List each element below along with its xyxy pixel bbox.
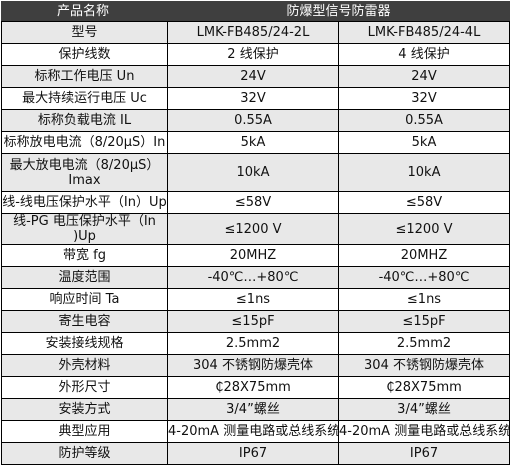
value-cell-2l: 10kA <box>167 153 339 192</box>
value-cell-2l: 32V <box>167 87 339 110</box>
param-cell: 型号 <box>1 21 168 44</box>
value-cell-2l: 20MHZ <box>167 244 339 267</box>
value-cell-4l: ₵28X75mm <box>337 376 510 399</box>
table-row: 温度范围 -40℃…+80℃ -40℃…+80℃ <box>1 266 510 289</box>
value-cell-2l: ≤58V <box>167 191 339 214</box>
value-cell-4l: 20MHZ <box>337 244 510 267</box>
table-row: 线-PG 电压保护水平（In )Up ≤1200 V ≤1200 V <box>1 213 510 245</box>
table-row: 标称放电电流（8/20μS）In 5kA 5kA <box>1 131 510 154</box>
param-cell: 温度范围 <box>1 266 168 289</box>
param-cell: 最大放电电流（8/20μS）Imax <box>1 153 168 192</box>
param-cell: 防护等级 <box>1 442 168 465</box>
value-cell-2l: ₵28X75mm <box>167 376 339 399</box>
param-cell: 典型应用 <box>1 420 168 443</box>
table-row: 保护线数 2 线保护 4 线保护 <box>1 43 510 66</box>
value-cell-4l: 4 线保护 <box>337 43 510 66</box>
value-cell-2l: LMK-FB485/24-2L <box>167 21 339 44</box>
value-cell-4l: 304 不锈钢防爆壳体 <box>337 354 510 377</box>
table-row: 线-线电压保护水平（In）Up ≤58V ≤58V <box>1 191 510 214</box>
param-cell: 最大持续运行电压 Uc <box>1 87 168 110</box>
table-row: 外壳材料 304 不锈钢防爆壳体 304 不锈钢防爆壳体 <box>1 354 510 377</box>
value-cell-4l: 4-20mA 测量电路或总线系统 <box>337 420 510 443</box>
table-row: 标称负载电流 IL 0.55A 0.55A <box>1 109 510 132</box>
value-cell-4l: 5kA <box>337 131 510 154</box>
table-row: 防护等级 IP67 IP67 <box>1 442 510 465</box>
value-cell-2l: -40℃…+80℃ <box>167 266 339 289</box>
param-cell: 寄生电容 <box>1 310 168 333</box>
table-row: 典型应用 4-20mA 测量电路或总线系统 4-20mA 测量电路或总线系统 <box>1 420 510 443</box>
value-cell-2l: 2 线保护 <box>167 43 339 66</box>
table-row: 标称工作电压 Un 24V 24V <box>1 65 510 88</box>
header-product-cell: 防爆型信号防雷器 <box>166 1 510 22</box>
value-cell-4l: ≤58V <box>337 191 510 214</box>
value-cell-4l: 3/4”螺丝 <box>337 398 510 421</box>
table-row: 型号 LMK-FB485/24-2L LMK-FB485/24-4L <box>1 21 510 44</box>
spec-table: 产品名称 防爆型信号防雷器 型号 LMK-FB485/24-2L LMK-FB4… <box>1 1 510 465</box>
param-cell: 安装方式 <box>1 398 168 421</box>
param-cell: 保护线数 <box>1 43 168 66</box>
value-cell-2l: 0.55A <box>167 109 339 132</box>
value-cell-2l: 3/4”螺丝 <box>167 398 339 421</box>
table-row: 外形尺寸 ₵28X75mm ₵28X75mm <box>1 376 510 399</box>
value-cell-2l: ≤1200 V <box>167 213 339 245</box>
value-cell-2l: ≤1ns <box>167 288 339 311</box>
value-cell-4l: 2.5mm2 <box>337 332 510 355</box>
header-row: 产品名称 防爆型信号防雷器 <box>1 1 510 22</box>
value-cell-4l: IP67 <box>337 442 510 465</box>
value-cell-2l: 304 不锈钢防爆壳体 <box>167 354 339 377</box>
value-cell-2l: 2.5mm2 <box>167 332 339 355</box>
value-cell-4l: -40℃…+80℃ <box>337 266 510 289</box>
param-cell: 外形尺寸 <box>1 376 168 399</box>
value-cell-4l: ≤15pF <box>337 310 510 333</box>
value-cell-2l: 4-20mA 测量电路或总线系统 <box>167 420 339 443</box>
value-cell-2l: IP67 <box>167 442 339 465</box>
value-cell-2l: 5kA <box>167 131 339 154</box>
value-cell-4l: ≤1200 V <box>337 213 510 245</box>
table-row: 响应时间 Ta ≤1ns ≤1ns <box>1 288 510 311</box>
param-cell: 外壳材料 <box>1 354 168 377</box>
value-cell-2l: ≤15pF <box>167 310 339 333</box>
param-cell: 标称工作电压 Un <box>1 65 168 88</box>
param-cell: 线-PG 电压保护水平（In )Up <box>1 213 168 245</box>
table-row: 带宽 fg 20MHZ 20MHZ <box>1 244 510 267</box>
value-cell-4l: ≤1ns <box>337 288 510 311</box>
value-cell-4l: LMK-FB485/24-4L <box>337 21 510 44</box>
table-row: 安装接线规格 2.5mm2 2.5mm2 <box>1 332 510 355</box>
param-cell: 标称负载电流 IL <box>1 109 168 132</box>
table-row: 安装方式 3/4”螺丝 3/4”螺丝 <box>1 398 510 421</box>
param-cell: 响应时间 Ta <box>1 288 168 311</box>
header-param-cell: 产品名称 <box>1 1 168 22</box>
param-cell: 安装接线规格 <box>1 332 168 355</box>
table-row: 最大持续运行电压 Uc 32V 32V <box>1 87 510 110</box>
param-cell: 标称放电电流（8/20μS）In <box>1 131 168 154</box>
param-cell: 线-线电压保护水平（In）Up <box>1 191 168 214</box>
value-cell-4l: 32V <box>337 87 510 110</box>
param-cell: 带宽 fg <box>1 244 168 267</box>
value-cell-4l: 10kA <box>337 153 510 192</box>
value-cell-2l: 24V <box>167 65 339 88</box>
value-cell-4l: 24V <box>337 65 510 88</box>
table-row: 最大放电电流（8/20μS）Imax 10kA 10kA <box>1 153 510 192</box>
table-row: 寄生电容 ≤15pF ≤15pF <box>1 310 510 333</box>
value-cell-4l: 0.55A <box>337 109 510 132</box>
